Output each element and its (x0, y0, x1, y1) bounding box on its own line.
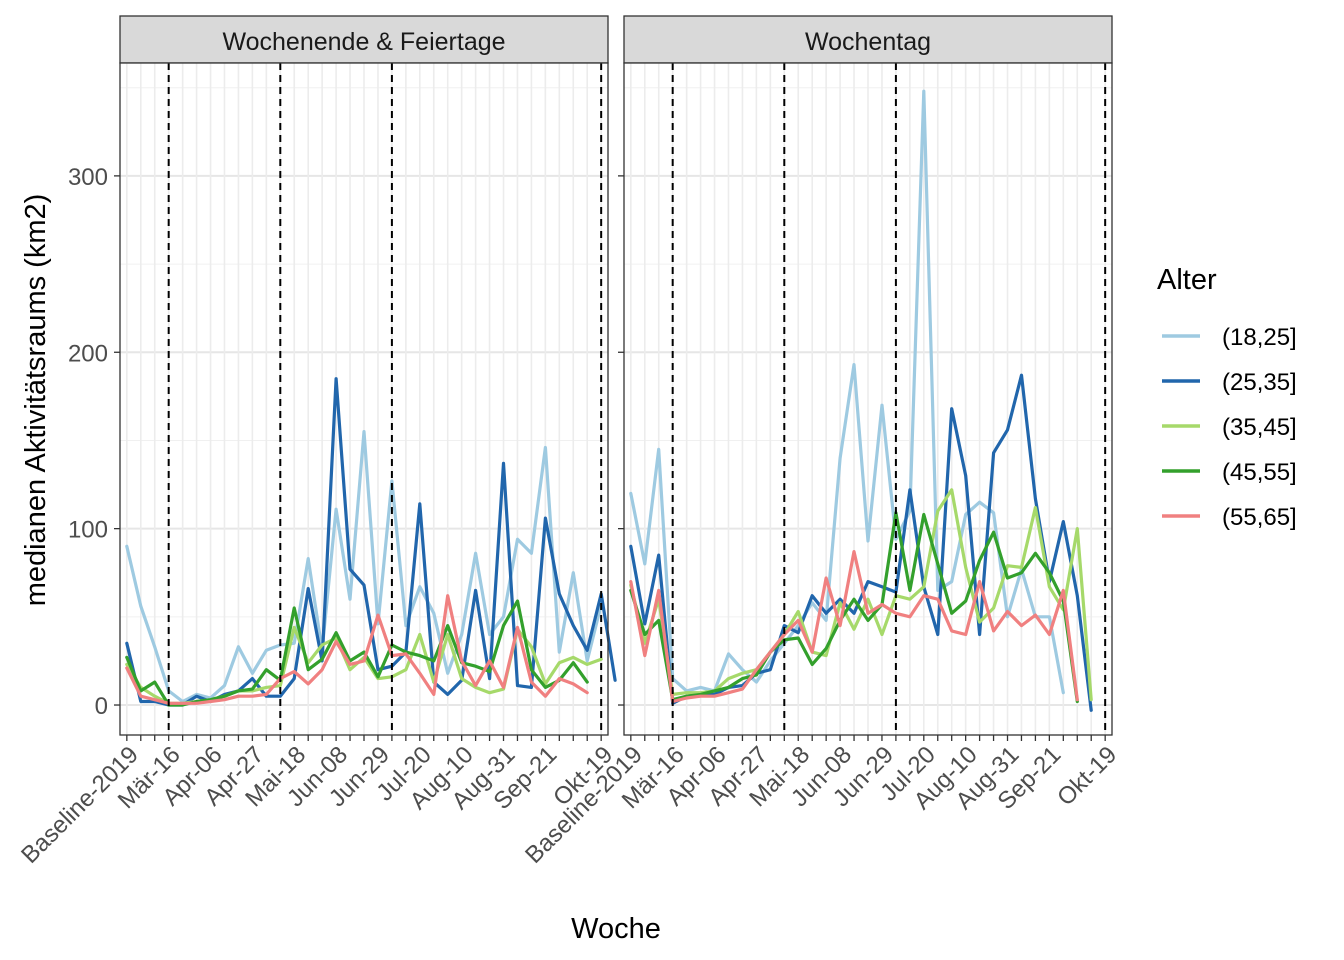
x-axis-title: Woche (571, 913, 661, 945)
y-axis-title: medianen Aktivitätsraums (km2) (20, 194, 52, 607)
panel-strip-label: Wochenende & Feiertage (222, 28, 505, 56)
series-line (629, 511, 1079, 704)
x-tick-label: Okt-19 (1052, 741, 1122, 811)
series-line (125, 594, 589, 705)
legend-label: (35,45] (1222, 414, 1297, 441)
series-line (629, 89, 1065, 695)
legend-items: (18,25] (25,35] (35,45] (45,55] (55,65] (1162, 324, 1297, 531)
panels: Wochenende & Feiertage0100200300Baseline… (16, 15, 1122, 869)
panel-2: WochentagBaseline-2019Mär-16Apr-06Apr-27… (520, 15, 1122, 869)
legend-label: (18,25] (1222, 324, 1297, 351)
panel-1: Wochenende & Feiertage0100200300Baseline… (16, 15, 618, 869)
series-line (629, 549, 1079, 704)
series-line (125, 599, 589, 707)
panel-strip (119, 15, 609, 64)
y-tick-label: 200 (68, 340, 108, 367)
series-line (125, 430, 603, 704)
legend: Alter (18,25] (25,35] (35,45] (45,55] (55,65… (1157, 264, 1297, 531)
legend-label: (55,65] (1222, 504, 1297, 531)
legend-label: (45,55] (1222, 459, 1297, 486)
legend-title: Alter (1157, 264, 1217, 296)
y-tick-label: 100 (68, 517, 108, 544)
series-line (629, 373, 1093, 712)
y-tick-label: 300 (68, 164, 108, 191)
y-tick-label: 0 (95, 693, 108, 720)
panel-strip-label: Wochentag (805, 28, 931, 56)
legend-label: (25,35] (1222, 369, 1297, 396)
